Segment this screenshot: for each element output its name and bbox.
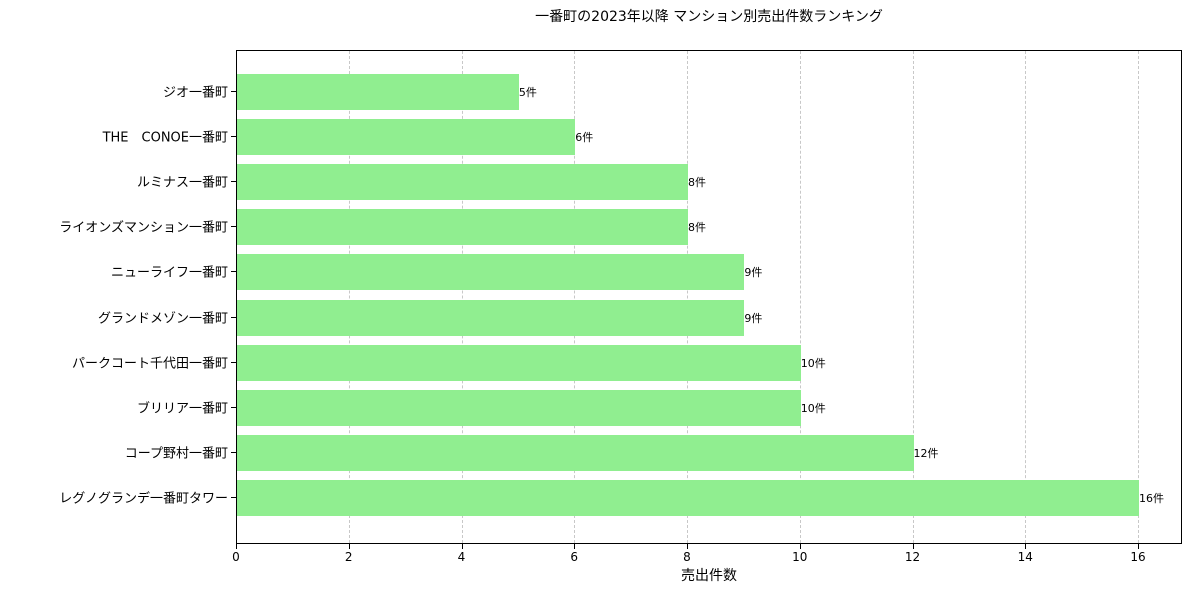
bar-value-label: 5件: [518, 86, 537, 99]
bar: [237, 344, 801, 381]
gridline: [799, 51, 801, 543]
y-tick: [231, 316, 236, 318]
y-tick: [231, 226, 236, 228]
x-tick: [574, 544, 576, 549]
y-tick-label: THE CONOE一番町: [102, 130, 228, 146]
y-tick: [231, 496, 236, 498]
y-tick-label: パークコート千代田一番町: [71, 356, 228, 372]
y-tick-label: レグノグランデ一番町タワー: [59, 491, 228, 507]
x-tick: [799, 544, 801, 549]
x-tick-label: 10: [792, 550, 808, 564]
x-tick-label: 12: [904, 550, 921, 564]
bar: [237, 164, 688, 201]
y-tick-label: ジオ一番町: [162, 85, 228, 101]
y-tick: [231, 451, 236, 453]
bar-value-label: 9件: [744, 311, 763, 325]
y-tick: [231, 406, 236, 408]
x-tick: [236, 544, 237, 549]
bar-value-label: 6件: [575, 131, 594, 145]
gridline: [1138, 51, 1139, 543]
bar-value-label: 12件: [913, 446, 939, 460]
bar: [237, 389, 801, 426]
y-tick: [231, 361, 236, 363]
bar-value-label: 16件: [1139, 491, 1164, 505]
x-tick-label: 0: [232, 550, 240, 564]
bar-value-label: 8件: [688, 221, 706, 235]
y-tick-label: グランドメゾン一番町: [97, 311, 228, 326]
bar: [237, 119, 576, 156]
y-tick-label: ルミナス一番町: [136, 175, 228, 191]
x-tick-label: 6: [570, 550, 579, 564]
gridline: [348, 51, 350, 543]
x-tick: [1025, 544, 1027, 549]
y-tick-label: ニューライフ一番町: [110, 265, 228, 281]
x-tick: [348, 544, 350, 549]
bar: [237, 209, 688, 246]
x-tick: [1138, 544, 1139, 549]
bar-value-label: 9件: [744, 266, 763, 280]
y-tick-label: ライオンズマンション一番町: [59, 220, 228, 236]
gridline: [1025, 51, 1027, 543]
bar: [237, 254, 745, 291]
bar: [237, 434, 914, 471]
gridline: [461, 51, 463, 543]
x-axis-label: 売出件数: [681, 568, 737, 584]
bar: [237, 299, 745, 336]
gridline: [687, 51, 688, 543]
x-tick-label: 8: [683, 550, 691, 564]
x-tick-label: 4: [457, 550, 466, 564]
y-tick: [231, 136, 236, 138]
bar: [237, 74, 519, 110]
x-tick-label: 2: [344, 550, 353, 564]
y-tick-label: ブリリア一番町: [136, 401, 228, 417]
y-tick-label: コープ野村一番町: [124, 446, 228, 462]
x-tick-label: 14: [1017, 550, 1033, 564]
plot-area: 5件 6件 8件 8件 9件 9件 10件 10件 12件 16件: [236, 50, 1182, 544]
bar-value-label: 8件: [688, 176, 706, 190]
bar-value-label: 10件: [800, 401, 826, 415]
y-tick: [231, 91, 236, 92]
gridline: [912, 51, 914, 543]
bar-value-label: 10件: [800, 356, 826, 370]
bar: [237, 479, 1139, 516]
x-tick: [912, 544, 914, 549]
x-tick: [461, 544, 463, 549]
gridline: [574, 51, 576, 543]
y-tick: [231, 271, 236, 273]
chart-title: 一番町の2023年以降 マンション別売出件数ランキング: [535, 9, 883, 25]
x-tick-label: 16: [1130, 550, 1146, 564]
x-tick: [687, 544, 688, 549]
y-tick: [231, 181, 236, 183]
